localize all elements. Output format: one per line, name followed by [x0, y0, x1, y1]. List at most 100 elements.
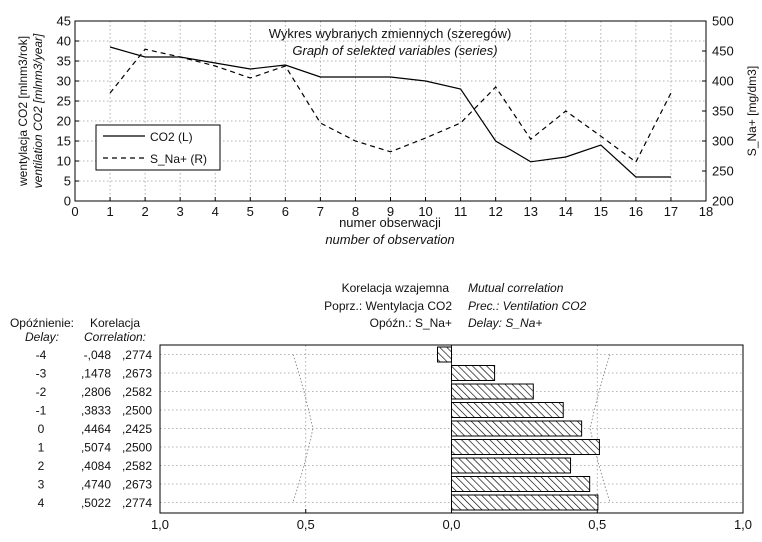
ccf-bar — [451, 476, 591, 492]
ccf-corr-value: ,5074 — [81, 441, 111, 455]
y-tick-label: 45 — [57, 14, 71, 29]
y2-tick-label: 300 — [712, 134, 734, 149]
y-tick-label: 5 — [64, 174, 71, 189]
ccf-x-tick-label: 0,0 — [442, 517, 460, 532]
y2-tick-label: 450 — [712, 44, 734, 59]
ccf-se-value: ,2582 — [122, 385, 152, 399]
ccf-delay-label: -2 — [36, 385, 47, 399]
x-tick-label: 5 — [247, 204, 254, 219]
ccf-se-value: ,2673 — [122, 478, 152, 492]
col-header-corr: Korelacja — [90, 316, 140, 330]
ccf-corr-value: ,1478 — [81, 367, 111, 381]
y-axis-label-en: ventilation CO2 [mlnm3/year] — [31, 33, 45, 188]
ccf-x-tick-label: 1,0 — [734, 517, 752, 532]
x-tick-label: 10 — [418, 204, 432, 219]
x-tick-label: 13 — [523, 204, 537, 219]
series-co2-line — [109, 46, 671, 178]
y2-tick-label: 350 — [712, 104, 734, 119]
legend-label-co2: CO2 (L) — [150, 130, 193, 144]
x-tick-label: 4 — [212, 204, 219, 219]
ccf-bar — [437, 346, 452, 363]
ccf-se-value: ,2500 — [122, 404, 152, 418]
ccf-corr-value: ,2806 — [81, 385, 111, 399]
y2-axis-label: S_Na+ [mg/dm3] — [745, 66, 759, 156]
ccf-corr-value: ,4084 — [81, 459, 111, 473]
legend-box — [95, 124, 221, 171]
ccf-delay-label: 2 — [38, 459, 45, 473]
ccf-se-value: ,2774 — [122, 496, 152, 510]
ccf-var2: Opóźn.: S_Na+ — [370, 316, 452, 330]
ccf-se-value: ,2582 — [122, 459, 152, 473]
x-tick-label: 16 — [629, 204, 643, 219]
ccf-delay-label: -1 — [36, 404, 47, 418]
confidence-bound-right — [589, 354, 611, 503]
ccf-delay-label: 1 — [38, 441, 45, 455]
ccf-bar — [451, 383, 534, 400]
ccf-bar — [451, 365, 496, 381]
y2-tick-label: 400 — [712, 74, 734, 89]
x-tick-label: 12 — [488, 204, 502, 219]
time-series-chart: 0 1 2 3 4 5 6 7 8 9 10 11 12 13 14 15 16 17 18051015202530… — [16, 14, 759, 248]
x-axis-label-en: number of observation — [325, 232, 454, 247]
ccf-bar — [451, 494, 599, 511]
y-tick-label: 35 — [57, 54, 71, 69]
legend: CO2 (L) S_Na+ (R) — [95, 124, 221, 171]
col-header-corr-en: Correlation: — [84, 330, 146, 344]
ccf-var1: Poprz.: Wentylacja CO2 — [324, 299, 452, 313]
y2-tick-label: 250 — [712, 164, 734, 179]
ccf-bar — [451, 457, 572, 474]
ccf-x-tick-label: 0,5 — [588, 517, 606, 532]
y-tick-label: 25 — [57, 94, 71, 109]
ccf-se-value: ,2500 — [122, 441, 152, 455]
x-tick-label: 14 — [559, 204, 573, 219]
ccf-delay-label: 4 — [38, 496, 45, 510]
x-tick-label: 2 — [141, 204, 148, 219]
ccf-delay-label: -4 — [36, 348, 47, 362]
x-tick-label: 3 — [177, 204, 184, 219]
chart-title: Wykres wybranych zmiennych (szeregów) — [269, 26, 512, 41]
ccf-x-tick-label: 1,0 — [151, 517, 169, 532]
cross-correlation-chart: Korelacja wzajemna Mutual correlation Po… — [10, 281, 752, 532]
ccf-corr-value: ,3833 — [81, 404, 111, 418]
x-axis-label: numer obserwacji — [339, 215, 441, 230]
ccf-bar — [451, 420, 583, 437]
ccf-title: Korelacja wzajemna — [342, 281, 450, 295]
x-tick-label: 17 — [664, 204, 678, 219]
ccf-se-value: ,2774 — [122, 348, 152, 362]
ccf-se-value: ,2673 — [122, 367, 152, 381]
ccf-corr-value: ,4740 — [81, 478, 111, 492]
ccf-se-value: ,2425 — [122, 422, 152, 436]
y-tick-label: 0 — [64, 194, 71, 209]
ccf-corr-value: ,4464 — [81, 422, 111, 436]
y-tick-label: 15 — [57, 134, 71, 149]
confidence-bound-left — [292, 354, 314, 503]
y-tick-label: 40 — [57, 34, 71, 49]
x-tick-label: 1 — [106, 204, 113, 219]
y-tick-label: 10 — [57, 154, 71, 169]
x-tick-label: 8 — [352, 204, 359, 219]
ccf-x-tick-label: 0,5 — [297, 517, 315, 532]
y2-tick-label: 500 — [712, 14, 734, 29]
ccf-var1-en: Prec.: Ventilation CO2 — [468, 299, 587, 313]
ccf-delay-label: 0 — [38, 422, 45, 436]
col-header-delay-en: Delay: — [25, 330, 59, 344]
y-tick-label: 20 — [57, 114, 71, 129]
x-tick-label: 6 — [282, 204, 289, 219]
series-na-line — [109, 48, 672, 163]
ccf-delay-label: -3 — [36, 367, 47, 381]
y2-tick-label: 200 — [712, 194, 734, 209]
y-tick-label: 30 — [57, 74, 71, 89]
ccf-title-en: Mutual correlation — [468, 281, 564, 295]
y-axis-label: wentylacja CO2 [mlnm3/rok] — [16, 36, 30, 187]
x-tick-label: 18 — [699, 204, 713, 219]
x-tick-label: 11 — [454, 204, 468, 219]
legend-label-na: S_Na+ (R) — [150, 152, 207, 166]
ccf-corr-value: ,5022 — [81, 496, 111, 510]
chart-subtitle: Graph of selekted variables (series) — [292, 43, 497, 58]
ccf-bar — [451, 439, 600, 455]
x-tick-label: 7 — [317, 204, 324, 219]
ccf-corr-value: -,048 — [84, 348, 112, 362]
ccf-var2-en: Delay: S_Na+ — [468, 316, 542, 330]
ccf-delay-label: 3 — [38, 478, 45, 492]
